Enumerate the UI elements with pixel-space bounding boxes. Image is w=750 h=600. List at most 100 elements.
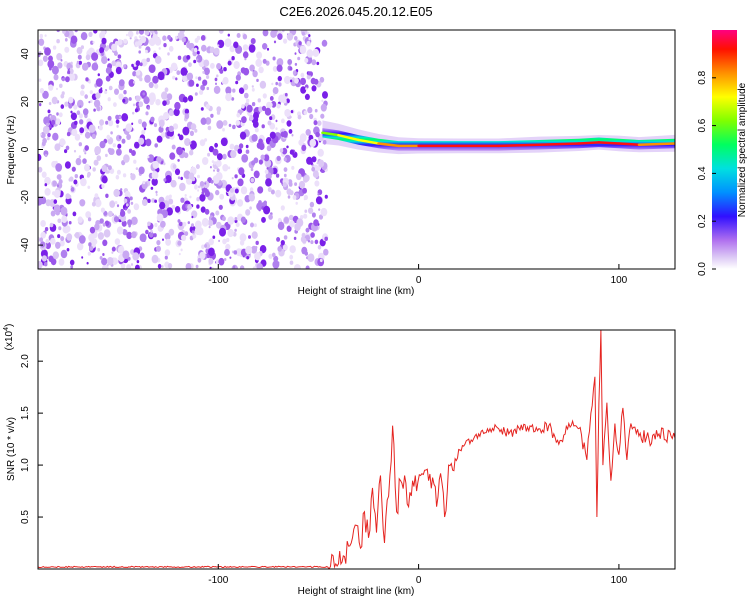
noise-blob bbox=[107, 58, 110, 61]
noise-blob bbox=[222, 127, 225, 132]
noise-blob bbox=[173, 108, 180, 117]
noise-blob bbox=[267, 120, 272, 126]
noise-blob bbox=[283, 235, 288, 240]
noise-blob bbox=[38, 261, 43, 269]
noise-blob bbox=[289, 220, 295, 228]
colorbar-ticks: 0.0 0.2 0.4 0.6 0.8 bbox=[697, 70, 716, 276]
noise-blob bbox=[289, 190, 294, 196]
noise-blob bbox=[171, 144, 176, 150]
noise-blob bbox=[276, 64, 283, 72]
noise-blob bbox=[70, 35, 78, 44]
y-tick-label: 0.5 bbox=[20, 510, 31, 524]
noise-blob bbox=[258, 106, 263, 113]
noise-blob bbox=[306, 156, 313, 165]
noise-blob bbox=[79, 119, 84, 125]
noise-blob bbox=[47, 132, 51, 138]
noise-blob bbox=[167, 263, 173, 269]
noise-blob bbox=[119, 115, 122, 119]
noise-blob bbox=[189, 141, 192, 145]
noise-blob bbox=[245, 209, 251, 216]
noise-blob bbox=[262, 43, 268, 50]
noise-blob bbox=[40, 231, 46, 239]
noise-blob bbox=[61, 215, 68, 223]
noise-blob bbox=[283, 217, 289, 224]
noise-blob bbox=[227, 33, 230, 37]
noise-blob bbox=[52, 251, 59, 260]
noise-blob bbox=[264, 169, 269, 175]
noise-blob bbox=[256, 51, 263, 59]
noise-blob bbox=[188, 79, 195, 87]
noise-blob bbox=[249, 187, 254, 192]
noise-blob bbox=[308, 37, 312, 41]
noise-blob bbox=[122, 98, 126, 103]
noise-blob bbox=[168, 194, 172, 199]
noise-blob bbox=[212, 235, 216, 239]
noise-blob bbox=[184, 231, 189, 237]
colorbar-tick-label: 0.8 bbox=[697, 70, 708, 84]
noise-blob bbox=[227, 216, 235, 225]
noise-blob bbox=[257, 186, 264, 194]
noise-blob bbox=[126, 264, 131, 269]
noise-blob bbox=[194, 92, 198, 96]
noise-blob bbox=[122, 229, 128, 236]
noise-blob bbox=[297, 114, 302, 120]
noise-blob bbox=[320, 207, 328, 217]
noise-blob bbox=[222, 153, 227, 160]
noise-blob bbox=[289, 245, 296, 254]
noise-blob bbox=[143, 127, 147, 131]
noise-blob bbox=[231, 177, 234, 180]
ridge-core-segment bbox=[337, 133, 360, 142]
noise-blob bbox=[186, 55, 191, 60]
noise-blob bbox=[199, 89, 204, 95]
noise-blob bbox=[308, 34, 311, 38]
noise-blob bbox=[217, 39, 225, 49]
noise-blob bbox=[311, 212, 316, 218]
noise-blob bbox=[197, 189, 200, 192]
noise-blob bbox=[70, 187, 75, 192]
noise-blob bbox=[270, 189, 275, 195]
noise-blob bbox=[138, 166, 145, 175]
noise-blob bbox=[116, 124, 119, 128]
noise-blob bbox=[97, 247, 101, 252]
noise-blob bbox=[191, 215, 194, 219]
noise-blob bbox=[153, 32, 155, 35]
noise-blob bbox=[287, 195, 291, 199]
noise-blob bbox=[115, 119, 120, 124]
noise-blob bbox=[265, 172, 272, 180]
noise-blob bbox=[145, 229, 149, 235]
noise-blob bbox=[150, 116, 155, 123]
noise-blob bbox=[120, 263, 126, 269]
snr-series-line bbox=[38, 330, 675, 569]
noise-blob bbox=[272, 252, 276, 258]
noise-blob bbox=[111, 251, 114, 254]
noise-blob bbox=[88, 242, 92, 247]
snr-x-label: Height of straight line (km) bbox=[298, 586, 415, 597]
noise-blob bbox=[145, 61, 148, 65]
snr-x-ticks: -100 0 100 bbox=[208, 564, 628, 586]
noise-blob bbox=[232, 124, 236, 130]
noise-blob bbox=[269, 131, 276, 139]
noise-blob bbox=[156, 245, 161, 252]
noise-blob bbox=[302, 187, 307, 194]
ridge-core-segment bbox=[637, 142, 675, 146]
noise-blob bbox=[121, 113, 129, 122]
noise-blob bbox=[62, 30, 66, 34]
y-tick-label: 40 bbox=[20, 48, 31, 60]
noise-blob bbox=[300, 72, 305, 78]
noise-blob bbox=[38, 59, 44, 67]
noise-blob bbox=[41, 171, 47, 178]
noise-blob bbox=[208, 238, 214, 246]
noise-blob bbox=[261, 216, 266, 223]
noise-blob bbox=[95, 92, 101, 99]
noise-blob bbox=[284, 110, 287, 113]
noise-blob bbox=[288, 129, 293, 134]
noise-blob bbox=[91, 201, 96, 207]
noise-blob bbox=[142, 92, 145, 96]
noise-blob bbox=[70, 265, 74, 269]
noise-blob bbox=[202, 79, 208, 86]
noise-blob bbox=[69, 259, 75, 266]
noise-blob bbox=[102, 239, 108, 247]
noise-blob bbox=[227, 60, 232, 66]
noise-blob bbox=[39, 87, 45, 94]
noise-blob bbox=[93, 159, 99, 166]
